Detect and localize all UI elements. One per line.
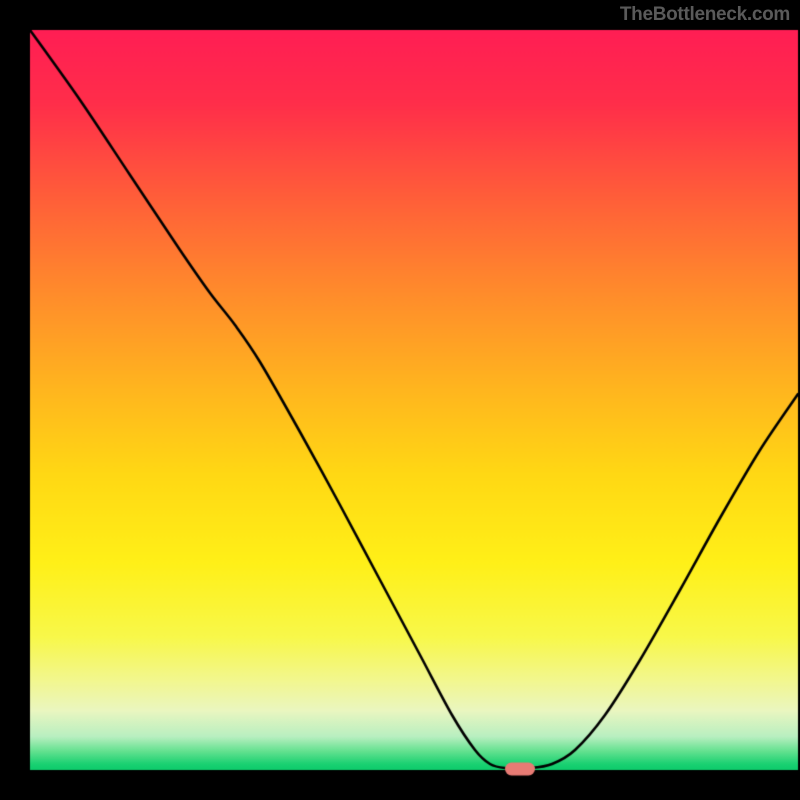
bottleneck-chart-canvas	[0, 0, 800, 800]
chart-container: TheBottleneck.com	[0, 0, 800, 800]
watermark-text: TheBottleneck.com	[620, 4, 790, 26]
